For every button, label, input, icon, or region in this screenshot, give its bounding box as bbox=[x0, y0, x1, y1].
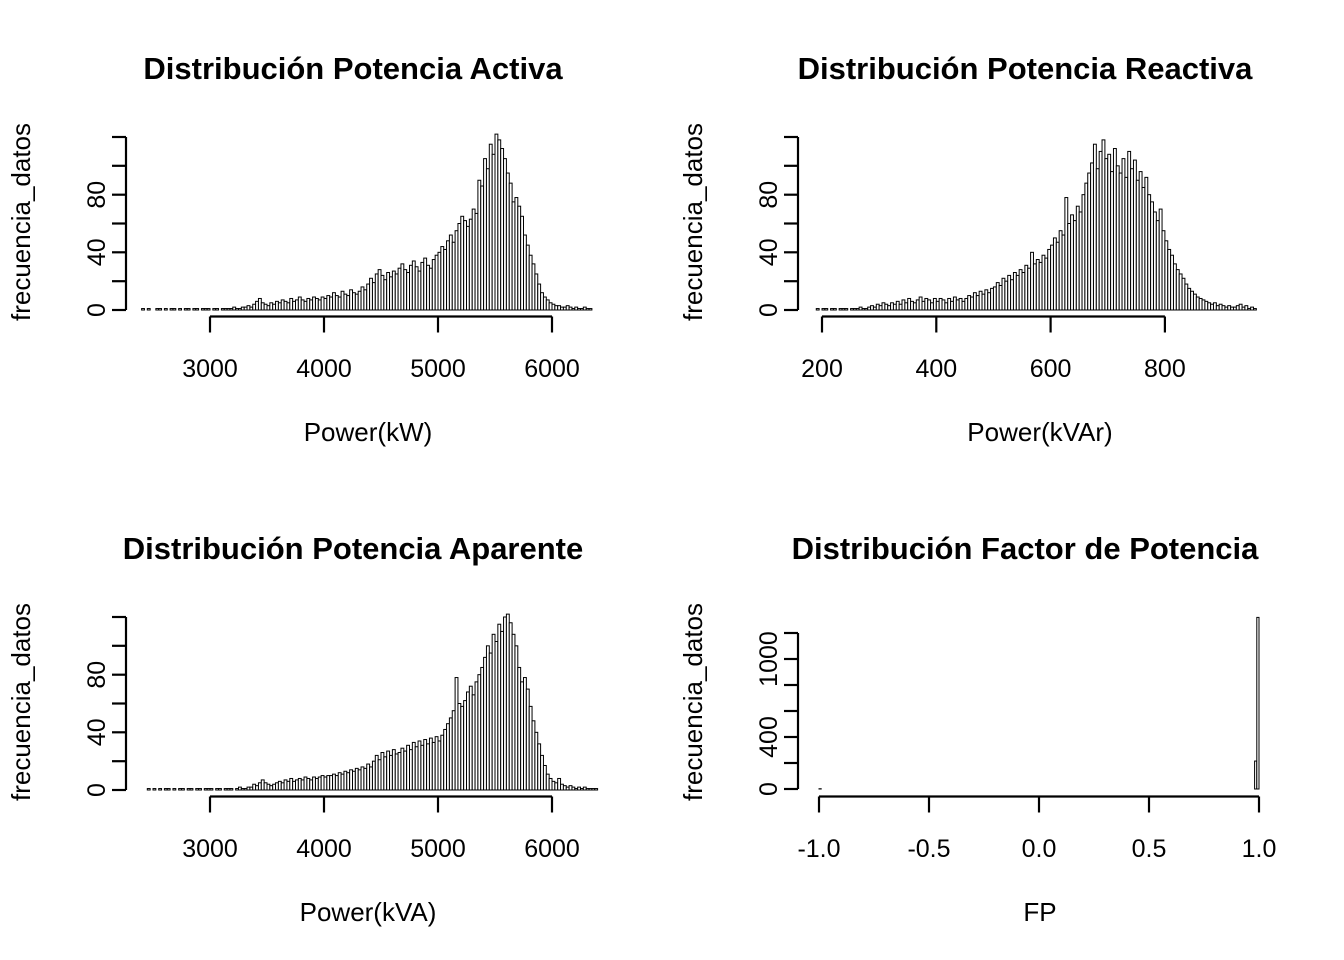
x-tick-label: 600 bbox=[1030, 355, 1072, 383]
x-tick-label: 0.5 bbox=[1132, 835, 1167, 863]
histogram-bar bbox=[166, 788, 171, 791]
histogram-bar bbox=[824, 308, 829, 311]
histogram-bar bbox=[181, 788, 185, 791]
histogram-bar bbox=[152, 788, 157, 791]
histogram-bar bbox=[158, 308, 163, 311]
y-tick-label: 0 bbox=[755, 782, 783, 796]
x-tick-label: -1.0 bbox=[797, 835, 840, 863]
histogram-bar bbox=[206, 308, 211, 311]
histogram-bar bbox=[146, 308, 151, 311]
y-tick-label: 80 bbox=[83, 661, 111, 689]
histogram-bar bbox=[1252, 308, 1257, 311]
y-tick-label: 40 bbox=[83, 718, 111, 746]
panel-potencia-activa: 3000 4000 5000 6000 0 40 80 Distribución Potenc… bbox=[0, 0, 672, 480]
y-tick-label: 80 bbox=[755, 181, 783, 209]
y-tick-label: 40 bbox=[755, 238, 783, 266]
histogram-bar bbox=[198, 788, 202, 791]
panel-factor-de-potencia: -1.0 -0.5 0.0 0.5 1.0 0 400 1000 Distribución Fa… bbox=[672, 480, 1344, 960]
histogram-bar bbox=[218, 788, 222, 791]
panel-title: Distribución Potencia Activa bbox=[143, 51, 563, 86]
y-axis-label: frecuencia_datos bbox=[6, 123, 36, 321]
histogram-bar bbox=[146, 788, 151, 791]
x-tick-label: 1.0 bbox=[1242, 835, 1277, 863]
histogram-bar bbox=[186, 308, 191, 311]
y-tick-label: 40 bbox=[83, 238, 111, 266]
histogram-bar bbox=[1244, 305, 1249, 311]
x-tick-label: -0.5 bbox=[907, 835, 950, 863]
y-axis-label: frecuencia_datos bbox=[678, 123, 708, 321]
histogram-bars bbox=[141, 133, 593, 311]
panel-title: Distribución Potencia Reactiva bbox=[798, 51, 1254, 86]
histogram-bar bbox=[815, 308, 820, 311]
histogram-bar bbox=[178, 308, 182, 311]
x-axis-label: Power(kW) bbox=[304, 417, 433, 447]
x-axis-label: Power(kVA) bbox=[300, 897, 437, 927]
x-tick-label: 4000 bbox=[296, 355, 352, 383]
histogram-bar bbox=[163, 308, 168, 311]
histogram-bar bbox=[229, 788, 234, 791]
histogram-bar bbox=[588, 308, 593, 311]
panel-title: Distribución Factor de Potencia bbox=[792, 531, 1260, 566]
histogram-bar bbox=[844, 308, 849, 311]
x-tick-label: 0.0 bbox=[1022, 835, 1057, 863]
x-tick-label: 800 bbox=[1144, 355, 1186, 383]
histogram-bar bbox=[209, 788, 214, 791]
x-axis-label: FP bbox=[1023, 897, 1056, 927]
histogram-bar bbox=[158, 788, 163, 791]
histogram-bar bbox=[215, 308, 220, 311]
histogram-bar bbox=[832, 308, 837, 311]
histogram-bars bbox=[815, 139, 1257, 311]
x-tick-label: 3000 bbox=[182, 835, 238, 863]
y-axis-label: frecuencia_datos bbox=[6, 603, 36, 801]
panel-potencia-aparente: 3000 4000 5000 6000 0 40 80 Distribución Potenc… bbox=[0, 480, 672, 960]
x-tick-label: 200 bbox=[801, 355, 843, 383]
x-tick-label: 3000 bbox=[182, 355, 238, 383]
y-axis-label: frecuencia_datos bbox=[678, 603, 708, 801]
histogram-bar bbox=[195, 308, 200, 311]
histogram-bars bbox=[146, 613, 599, 791]
histogram-bar bbox=[141, 308, 145, 311]
histogram-bar bbox=[1256, 616, 1260, 790]
x-tick-label: 4000 bbox=[296, 835, 352, 863]
histogram-bar bbox=[189, 788, 194, 791]
y-tick-label: 80 bbox=[83, 181, 111, 209]
x-tick-label: 6000 bbox=[524, 355, 580, 383]
panel-title: Distribución Potencia Aparente bbox=[123, 531, 584, 566]
y-tick-label: 1000 bbox=[755, 631, 783, 687]
x-tick-label: 400 bbox=[915, 355, 957, 383]
x-axis-label: Power(kVAr) bbox=[967, 417, 1112, 447]
histogram-bars bbox=[818, 616, 1260, 790]
histogram-bar bbox=[594, 788, 599, 791]
y-tick-label: 0 bbox=[83, 783, 111, 797]
x-tick-label: 5000 bbox=[410, 835, 466, 863]
y-tick-label: 0 bbox=[755, 303, 783, 317]
y-tick-label: 0 bbox=[83, 303, 111, 317]
y-tick-label: 400 bbox=[755, 716, 783, 758]
histogram-bar bbox=[172, 788, 177, 791]
panel-potencia-reactiva: 200 400 600 800 0 40 80 Distribución Potencia R… bbox=[672, 0, 1344, 480]
x-tick-label: 6000 bbox=[524, 835, 580, 863]
x-tick-label: 5000 bbox=[410, 355, 466, 383]
histogram-bar bbox=[172, 308, 177, 311]
